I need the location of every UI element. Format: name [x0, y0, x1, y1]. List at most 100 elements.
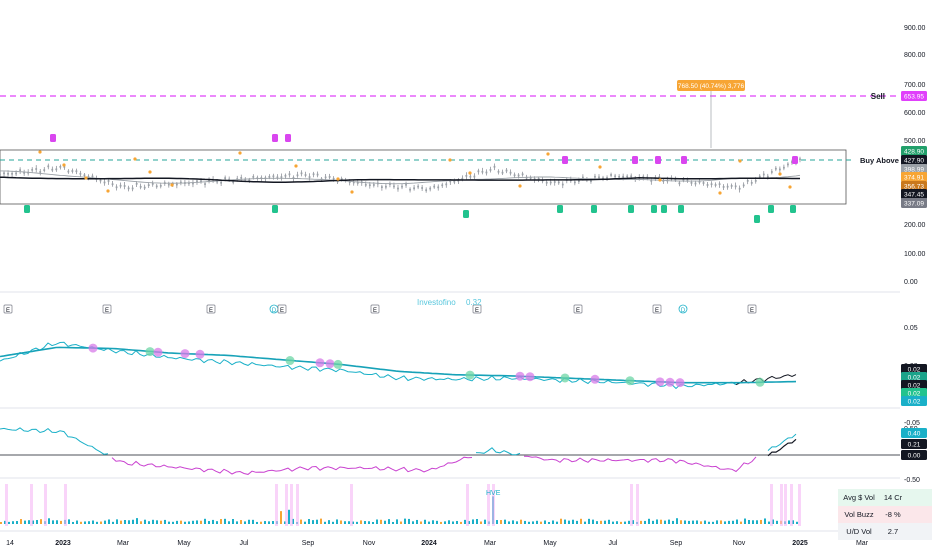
- candle-body: [750, 182, 753, 184]
- candle-body: [336, 180, 339, 183]
- candle-body: [236, 178, 239, 180]
- volume-bar: [356, 521, 358, 524]
- candle-body: [449, 180, 452, 183]
- candle-body: [409, 188, 411, 191]
- candle-body: [602, 177, 604, 180]
- volume-bar: [288, 509, 290, 524]
- volume-bar: [76, 520, 78, 524]
- candle-body: [180, 181, 182, 184]
- volume-bar: [768, 521, 770, 524]
- volume-bar: [280, 511, 282, 524]
- spread-negative-line: [111, 456, 473, 475]
- volume-bar: [720, 520, 722, 524]
- candle-body: [437, 186, 440, 189]
- candle-body: [445, 183, 448, 186]
- candle-body: [561, 183, 564, 186]
- candle-body: [453, 180, 456, 183]
- volume-bar: [20, 519, 22, 524]
- volume-bar: [272, 521, 274, 524]
- stats-value: 2.7: [887, 527, 899, 536]
- candle-body: [87, 175, 90, 178]
- candle-body: [393, 185, 395, 188]
- candle-body: [429, 187, 432, 190]
- volume-bar: [764, 518, 766, 524]
- candle-body: [99, 179, 102, 182]
- volume-bar: [388, 519, 390, 524]
- candle-body: [107, 180, 110, 182]
- volume-bar: [452, 521, 454, 524]
- candle-body: [710, 183, 713, 186]
- oscillator-axis-tick: 0.05: [904, 325, 918, 332]
- volume-bar: [544, 520, 546, 524]
- volume-bar: [372, 521, 374, 524]
- volume-bar: [248, 519, 250, 524]
- crossover-marker: [755, 377, 765, 387]
- volume-highlight: [790, 484, 793, 526]
- candle-body: [405, 183, 407, 186]
- candle-body: [328, 176, 331, 178]
- volume-bar: [408, 518, 410, 524]
- buy-signal-flag: [790, 205, 796, 213]
- volume-bar: [68, 519, 70, 524]
- volume-bar: [444, 521, 446, 524]
- price-axis-tick: 500.00: [904, 138, 926, 145]
- crossover-marker: [153, 347, 163, 357]
- volume-bar: [168, 521, 170, 524]
- volume-bar: [448, 520, 450, 524]
- volume-bar: [464, 519, 466, 524]
- crossover-marker: [195, 349, 205, 359]
- volume-bar: [208, 521, 210, 524]
- candle-body: [188, 182, 190, 185]
- candle-body: [119, 184, 122, 187]
- candle-body: [413, 187, 415, 190]
- watermark-value: 0.32: [466, 298, 482, 307]
- candle-body: [304, 174, 307, 176]
- volume-bar: [472, 519, 474, 524]
- volume-bar: [204, 518, 206, 524]
- volume-bar: [216, 521, 218, 524]
- candle-body: [553, 181, 556, 183]
- volume-bar: [460, 521, 462, 524]
- earnings-label: E: [105, 308, 109, 314]
- oscillator-tag-bg: [901, 364, 927, 374]
- volume-bar: [172, 521, 174, 524]
- sell-signal-flag: [681, 156, 687, 164]
- candle-body: [300, 172, 303, 175]
- candle-body: [151, 183, 154, 185]
- volume-bar: [252, 519, 254, 524]
- volume-highlight: [487, 484, 490, 526]
- earnings-label: E: [576, 308, 580, 314]
- volume-bar: [308, 519, 310, 524]
- candle-body: [268, 175, 271, 178]
- candle-body: [31, 168, 34, 171]
- oscillator-panel: [0, 341, 797, 390]
- volume-bar: [160, 520, 162, 524]
- volume-bar: [88, 521, 90, 524]
- volume-bar: [732, 520, 734, 524]
- volume-bar: [36, 520, 38, 524]
- stats-row: Vol Buzz -8 %: [838, 506, 932, 523]
- candle-body: [111, 183, 114, 186]
- candle-body: [742, 184, 745, 187]
- buy-signal-flag: [628, 205, 634, 213]
- candle-body: [232, 181, 235, 183]
- spread-tag-bg: [901, 439, 927, 449]
- candle-body: [115, 186, 118, 189]
- oscillator-tag: 0.02: [908, 382, 921, 389]
- candle-body: [240, 177, 243, 179]
- volume-bar: [796, 521, 798, 524]
- volume-bar: [660, 519, 662, 524]
- volume-bar: [752, 520, 754, 524]
- volume-bar: [148, 521, 150, 524]
- candle-body: [103, 181, 106, 184]
- volume-bar: [564, 519, 566, 524]
- volume-bar: [588, 518, 590, 524]
- stats-row: U/D Vol 2.7: [838, 523, 932, 540]
- candle-body: [0, 173, 1, 176]
- volume-bar: [364, 521, 366, 524]
- volume-bar: [320, 518, 322, 524]
- candle-body: [577, 180, 580, 182]
- crossover-marker: [655, 377, 665, 387]
